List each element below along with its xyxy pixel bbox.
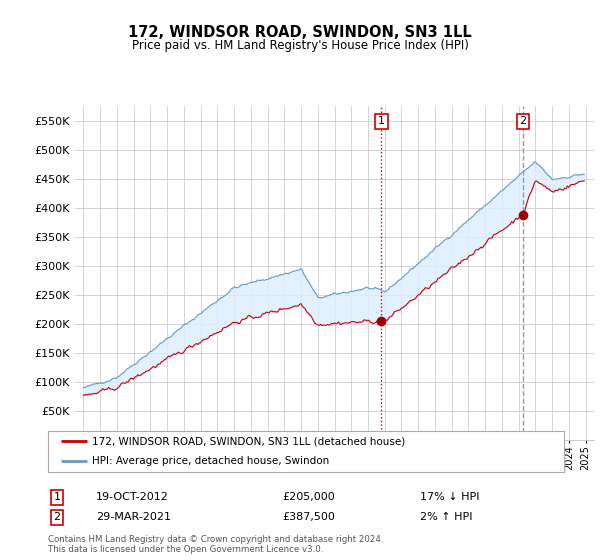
Text: 172, WINDSOR ROAD, SWINDON, SN3 1LL (detached house): 172, WINDSOR ROAD, SWINDON, SN3 1LL (det… [92, 436, 405, 446]
Text: £387,500: £387,500 [282, 512, 335, 522]
Text: 19-OCT-2012: 19-OCT-2012 [96, 492, 169, 502]
Text: £205,000: £205,000 [282, 492, 335, 502]
Text: Contains HM Land Registry data © Crown copyright and database right 2024.
This d: Contains HM Land Registry data © Crown c… [48, 535, 383, 554]
Text: 2% ↑ HPI: 2% ↑ HPI [420, 512, 473, 522]
Text: 172, WINDSOR ROAD, SWINDON, SN3 1LL: 172, WINDSOR ROAD, SWINDON, SN3 1LL [128, 25, 472, 40]
Text: 2: 2 [53, 512, 61, 522]
Text: 1: 1 [378, 116, 385, 127]
Text: 29-MAR-2021: 29-MAR-2021 [96, 512, 171, 522]
Text: 17% ↓ HPI: 17% ↓ HPI [420, 492, 479, 502]
Text: 2: 2 [519, 116, 526, 127]
Text: Price paid vs. HM Land Registry's House Price Index (HPI): Price paid vs. HM Land Registry's House … [131, 39, 469, 53]
Text: 1: 1 [53, 492, 61, 502]
Text: HPI: Average price, detached house, Swindon: HPI: Average price, detached house, Swin… [92, 456, 329, 466]
